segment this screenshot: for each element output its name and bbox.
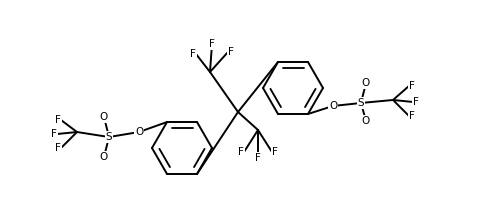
Text: F: F <box>228 47 234 57</box>
Text: F: F <box>55 143 61 153</box>
Text: F: F <box>413 97 419 107</box>
Text: O: O <box>362 78 370 88</box>
Text: F: F <box>209 39 215 49</box>
Text: F: F <box>190 49 196 59</box>
Text: F: F <box>255 153 261 163</box>
Text: S: S <box>106 132 112 142</box>
Text: O: O <box>362 116 370 126</box>
Text: O: O <box>135 127 143 137</box>
Text: F: F <box>272 147 278 157</box>
Text: O: O <box>100 112 108 122</box>
Text: S: S <box>358 98 364 108</box>
Text: F: F <box>409 81 415 91</box>
Text: F: F <box>238 147 244 157</box>
Text: F: F <box>51 129 57 139</box>
Text: F: F <box>55 115 61 125</box>
Text: F: F <box>409 111 415 121</box>
Text: O: O <box>329 101 337 111</box>
Text: O: O <box>100 152 108 162</box>
